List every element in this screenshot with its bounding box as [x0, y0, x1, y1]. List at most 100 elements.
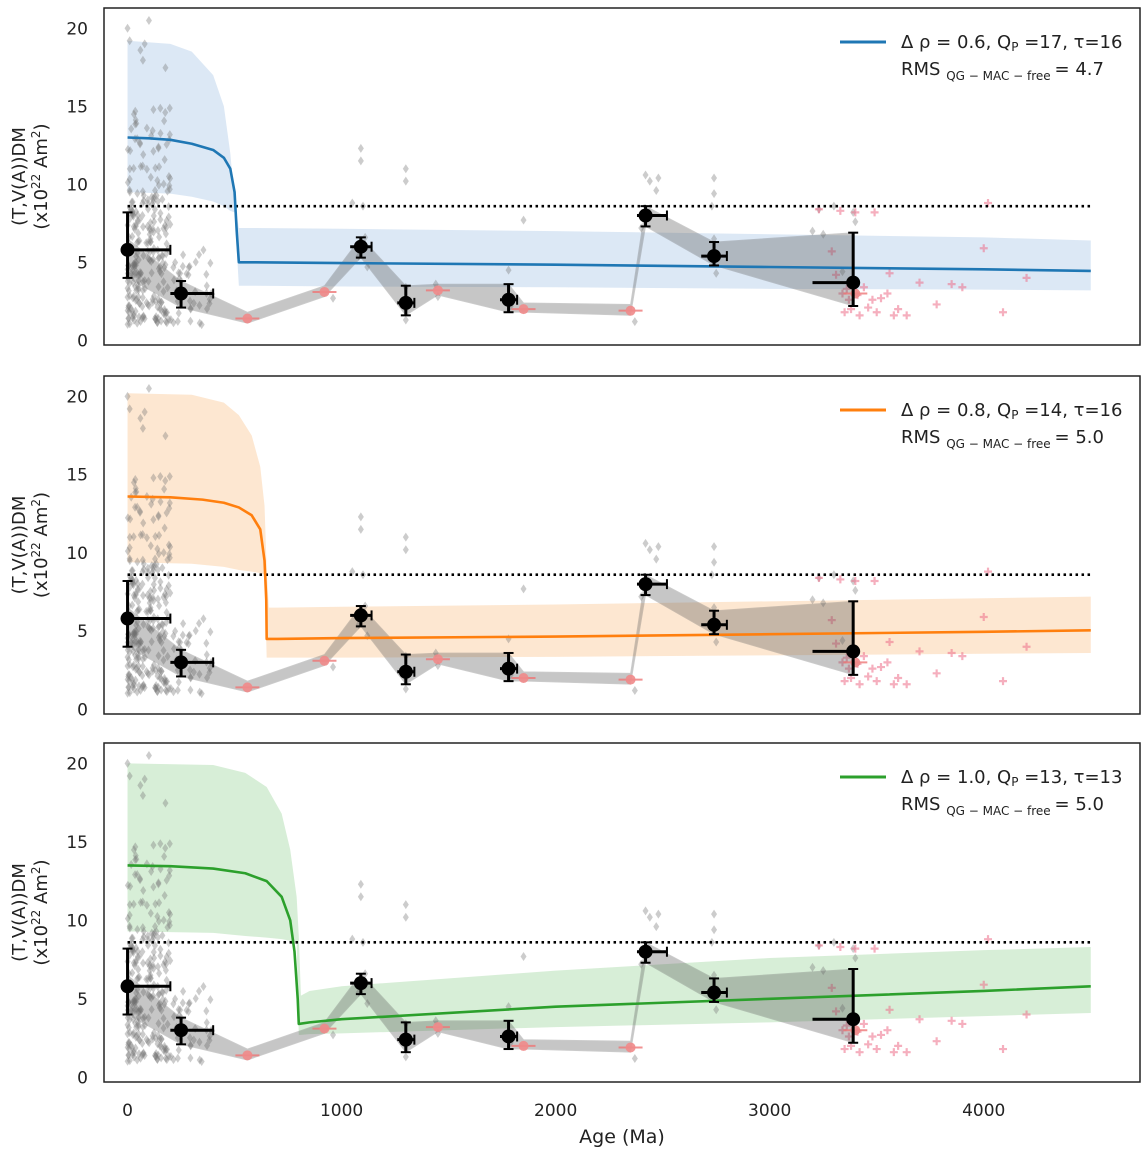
grey-estimate [126, 532, 133, 542]
grey-estimate [126, 556, 133, 566]
grey-estimate [131, 310, 138, 320]
grey-estimate [140, 987, 147, 997]
grey-estimate [152, 683, 159, 693]
grey-estimate [653, 186, 660, 196]
grey-estimate [146, 1038, 153, 1048]
x-tick-label: 2000 [534, 1101, 577, 1121]
grey-estimate [162, 685, 169, 695]
grey-estimate [128, 124, 135, 134]
grey-estimate [646, 176, 653, 186]
grey-estimate [175, 637, 182, 647]
grey-estimate [131, 260, 138, 270]
grey-estimate [155, 253, 162, 263]
grey-estimate [139, 530, 146, 540]
x-axis-label: Age (Ma) [579, 1126, 665, 1148]
pink-estimate [999, 1045, 1008, 1054]
axes-frame [103, 742, 1141, 1083]
grey-estimate [154, 1054, 161, 1064]
grey-estimate [147, 973, 154, 983]
grey-estimate [135, 1022, 142, 1032]
grey-estimate [172, 994, 179, 1004]
grey-estimate [163, 584, 170, 594]
grey-estimate [146, 592, 153, 602]
grey-estimate [402, 532, 409, 542]
grey-estimate [137, 162, 144, 172]
red-point [319, 655, 330, 666]
grey-estimate [154, 686, 161, 696]
grey-estimate [164, 1019, 171, 1029]
grey-estimate [206, 294, 213, 304]
grey-estimate [147, 970, 154, 980]
grey-estimate [155, 663, 162, 673]
grey-estimate [140, 958, 147, 968]
grey-estimate [126, 688, 133, 698]
grey-estimate [150, 963, 157, 973]
grey-estimate [711, 557, 718, 567]
grey-estimate [185, 1006, 192, 1016]
grey-estimate [172, 257, 179, 267]
grey-estimate [132, 502, 139, 512]
grey-estimate [136, 667, 143, 677]
grey-estimate [132, 115, 139, 125]
grey-estimate [141, 1012, 148, 1022]
grey-estimate [179, 261, 186, 271]
grey-estimate [155, 313, 162, 323]
grey-estimate [160, 1013, 167, 1023]
grey-estimate [167, 956, 174, 966]
pink-estimate [958, 283, 967, 292]
grey-estimate [160, 915, 167, 925]
grey-estimate [136, 215, 143, 225]
grey-estimate [852, 585, 859, 595]
grey-estimate [157, 944, 164, 954]
grey-estimate [144, 300, 151, 310]
grey-estimate [150, 596, 157, 606]
grey-estimate [140, 559, 147, 569]
grey-estimate [165, 202, 172, 212]
grey-estimate [713, 637, 720, 647]
grey-estimate [180, 250, 187, 260]
grey-estimate [170, 999, 177, 1009]
grey-estimate [124, 661, 131, 671]
pink-estimate [827, 983, 836, 992]
grey-estimate [154, 318, 161, 328]
grey-estimate [133, 1006, 140, 1016]
grey-estimate [132, 1018, 139, 1028]
grey-estimate [130, 845, 137, 855]
pink-estimate [889, 1048, 898, 1057]
grey-estimate [124, 292, 131, 302]
grey-estimate [130, 662, 137, 672]
legend-line2: RMS QG − MAC − free = 4.7 [901, 59, 1104, 83]
grey-estimate [170, 631, 177, 641]
grey-estimate [167, 588, 174, 598]
grey-estimate [130, 478, 137, 488]
grey-estimate [185, 999, 192, 1009]
grey-estimate [161, 155, 168, 165]
grey-estimate [126, 543, 133, 553]
grey-estimate [186, 1033, 193, 1043]
grey-estimate [137, 780, 144, 790]
grey-estimate [132, 260, 139, 270]
grey-estimate [160, 655, 167, 665]
grey-estimate [128, 197, 135, 207]
grey-estimate [154, 565, 161, 575]
grey-estimate [140, 251, 147, 261]
pink-estimate [844, 1032, 853, 1041]
pink-estimate [827, 247, 836, 256]
pink-estimate [947, 1016, 956, 1025]
grey-estimate [147, 172, 154, 182]
grey-estimate [154, 687, 161, 697]
grey-estimate [134, 649, 141, 659]
grey-estimate [203, 1018, 210, 1028]
grey-estimate [134, 870, 141, 880]
grey-estimate [135, 285, 142, 295]
grey-estimate [170, 262, 177, 272]
grey-estimate [655, 909, 662, 919]
mean-point [846, 644, 861, 659]
mean-point [120, 242, 135, 257]
grey-estimate [839, 1003, 846, 1013]
grey-estimate [203, 269, 210, 279]
grey-estimate [134, 952, 141, 962]
grey-estimate [139, 1038, 146, 1048]
grey-estimate [158, 666, 165, 676]
